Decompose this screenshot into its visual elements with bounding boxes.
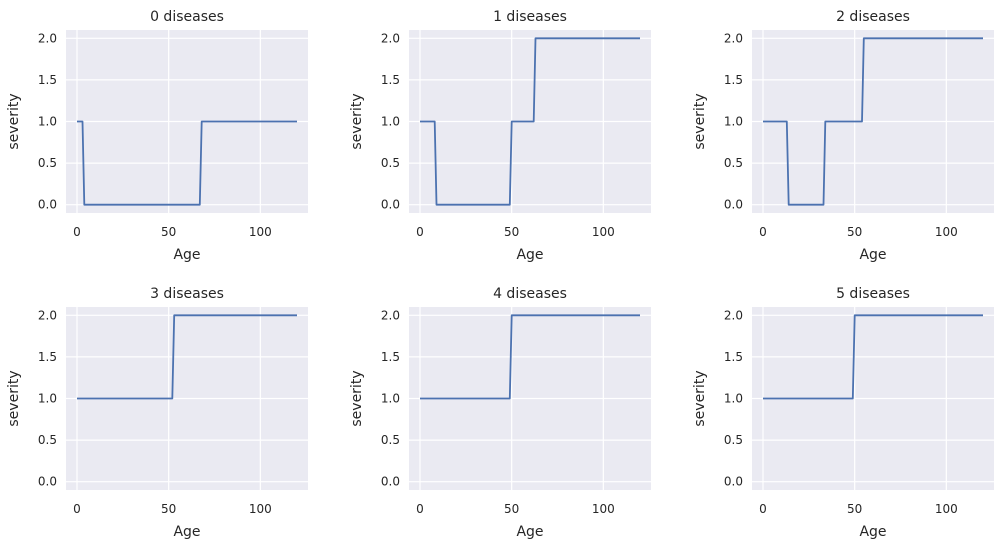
y-axis-label: severity: [6, 370, 22, 426]
subplot-title: 2 diseases: [836, 9, 910, 25]
y-tick-label: 1.5: [724, 350, 743, 364]
y-tick-label: 2.0: [724, 308, 743, 322]
series-line: [77, 120, 297, 206]
y-tick-label: 0.0: [381, 475, 400, 489]
y-axis-label: severity: [692, 370, 708, 426]
series-line: [77, 314, 297, 400]
x-tick-label: 0: [759, 225, 767, 239]
y-tick-label: 1.5: [381, 350, 400, 364]
subplot-0: 0.0 0.5 1.0 1.5 2.0 0 50 100 0 diseases Age severi…: [6, 9, 308, 263]
y-tick-label: 0.5: [381, 156, 400, 170]
x-tick-label: 50: [504, 225, 519, 239]
x-tick-label: 100: [592, 225, 615, 239]
series-line: [763, 314, 983, 400]
subplot-title: 5 diseases: [836, 286, 910, 302]
subplot-title: 1 diseases: [493, 9, 567, 25]
y-tick-label: 1.0: [724, 115, 743, 129]
y-tick-label: 2.0: [38, 308, 57, 322]
y-axis-label: severity: [6, 93, 22, 149]
y-tick-label: 2.0: [381, 308, 400, 322]
x-tick-label: 100: [249, 225, 272, 239]
y-tick-label: 0.5: [38, 156, 57, 170]
y-tick-label: 2.0: [381, 31, 400, 45]
y-axis-label: severity: [692, 93, 708, 149]
y-tick-label: 0.5: [724, 433, 743, 447]
y-tick-label: 1.0: [724, 392, 743, 406]
x-axis-label: Age: [859, 247, 886, 263]
subplot-2: 0.0 0.5 1.0 1.5 2.0 0 50 100 2 diseases Age severi…: [692, 9, 994, 263]
y-tick-label: 1.0: [38, 115, 57, 129]
y-tick-label: 2.0: [724, 31, 743, 45]
y-tick-label: 1.0: [38, 392, 57, 406]
y-axis-label: severity: [349, 370, 365, 426]
y-tick-label: 1.0: [381, 392, 400, 406]
y-axis-label: severity: [349, 93, 365, 149]
subplot-title: 3 diseases: [150, 286, 224, 302]
y-tick-label: 1.5: [381, 73, 400, 87]
x-axis-label: Age: [173, 524, 200, 540]
y-tick-label: 0.5: [381, 433, 400, 447]
y-tick-label: 1.5: [38, 350, 57, 364]
y-tick-label: 2.0: [38, 31, 57, 45]
x-tick-label: 0: [759, 502, 767, 516]
y-tick-label: 0.5: [38, 433, 57, 447]
subplot-title: 0 diseases: [150, 9, 224, 25]
x-axis-label: Age: [173, 247, 200, 263]
x-axis-label: Age: [859, 524, 886, 540]
y-tick-label: 0.0: [381, 198, 400, 212]
x-axis-label: Age: [516, 247, 543, 263]
x-tick-label: 0: [416, 502, 424, 516]
subplot-4: 0.0 0.5 1.0 1.5 2.0 0 50 100 4 diseases Age severi…: [349, 286, 651, 540]
subplot-3: 0.0 0.5 1.0 1.5 2.0 0 50 100 3 diseases Age severi…: [6, 286, 308, 540]
y-tick-label: 0.0: [38, 475, 57, 489]
x-tick-label: 50: [161, 225, 176, 239]
subplot-title: 4 diseases: [493, 286, 567, 302]
y-tick-label: 1.5: [724, 73, 743, 87]
subplot-5: 0.0 0.5 1.0 1.5 2.0 0 50 100 5 diseases Age severi…: [692, 286, 994, 540]
x-tick-label: 100: [935, 502, 958, 516]
series-line: [420, 314, 640, 400]
x-tick-label: 50: [504, 502, 519, 516]
x-tick-label: 50: [161, 502, 176, 516]
y-tick-label: 0.0: [724, 198, 743, 212]
x-tick-label: 0: [73, 225, 81, 239]
y-tick-label: 0.5: [724, 156, 743, 170]
subplot-1: 0.0 0.5 1.0 1.5 2.0 0 50 100 1 diseases Age severi…: [349, 9, 651, 263]
y-tick-label: 1.0: [381, 115, 400, 129]
x-tick-label: 100: [249, 502, 272, 516]
y-tick-label: 0.0: [724, 475, 743, 489]
x-tick-label: 100: [935, 225, 958, 239]
x-tick-label: 0: [416, 225, 424, 239]
y-tick-label: 1.5: [38, 73, 57, 87]
x-tick-label: 50: [847, 225, 862, 239]
series-line: [420, 37, 640, 206]
x-tick-label: 50: [847, 502, 862, 516]
x-axis-label: Age: [516, 524, 543, 540]
y-tick-label: 0.0: [38, 198, 57, 212]
x-tick-label: 0: [73, 502, 81, 516]
x-tick-label: 100: [592, 502, 615, 516]
series-line: [763, 37, 983, 206]
